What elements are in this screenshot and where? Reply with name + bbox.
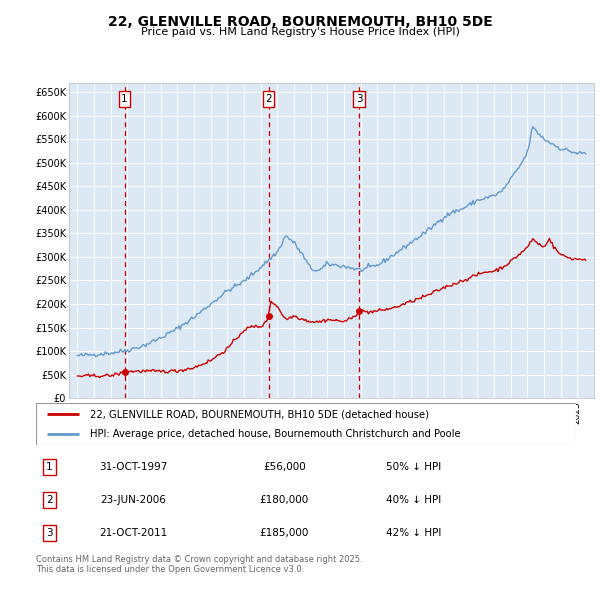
Text: 23-JUN-2006: 23-JUN-2006 — [100, 495, 166, 505]
Text: 50% ↓ HPI: 50% ↓ HPI — [386, 462, 442, 472]
Text: 31-OCT-1997: 31-OCT-1997 — [99, 462, 167, 472]
Text: 42% ↓ HPI: 42% ↓ HPI — [386, 528, 442, 538]
Text: 3: 3 — [46, 528, 53, 538]
Text: 1: 1 — [121, 94, 128, 104]
Text: HPI: Average price, detached house, Bournemouth Christchurch and Poole: HPI: Average price, detached house, Bour… — [90, 429, 461, 439]
Text: 22, GLENVILLE ROAD, BOURNEMOUTH, BH10 5DE (detached house): 22, GLENVILLE ROAD, BOURNEMOUTH, BH10 5D… — [90, 409, 429, 419]
Text: Contains HM Land Registry data © Crown copyright and database right 2025.
This d: Contains HM Land Registry data © Crown c… — [36, 555, 362, 574]
Text: £185,000: £185,000 — [260, 528, 309, 538]
Text: £180,000: £180,000 — [260, 495, 309, 505]
Text: Price paid vs. HM Land Registry's House Price Index (HPI): Price paid vs. HM Land Registry's House … — [140, 27, 460, 37]
Text: 3: 3 — [356, 94, 362, 104]
Text: £56,000: £56,000 — [263, 462, 306, 472]
Text: 21-OCT-2011: 21-OCT-2011 — [99, 528, 167, 538]
Text: 2: 2 — [265, 94, 272, 104]
Text: 22, GLENVILLE ROAD, BOURNEMOUTH, BH10 5DE: 22, GLENVILLE ROAD, BOURNEMOUTH, BH10 5D… — [107, 15, 493, 29]
Text: 1: 1 — [46, 462, 53, 472]
Text: 40% ↓ HPI: 40% ↓ HPI — [386, 495, 442, 505]
Text: 2: 2 — [46, 495, 53, 505]
